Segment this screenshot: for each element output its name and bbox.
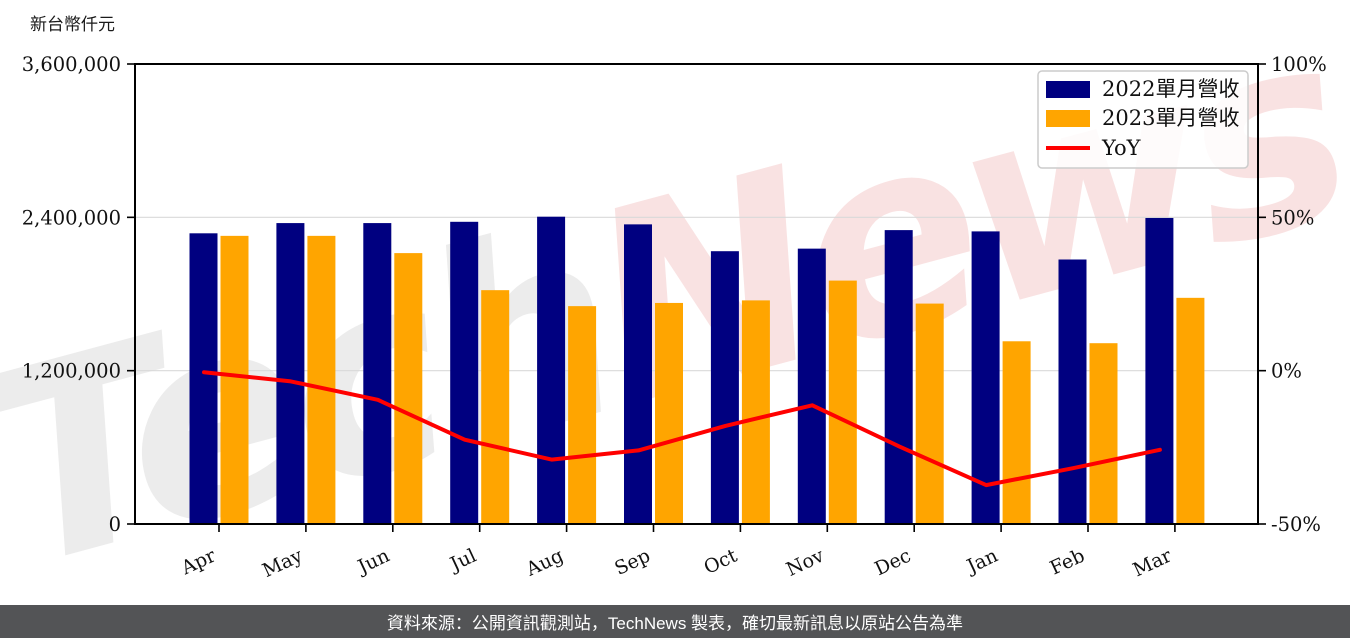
bar-2022單月營收-Jul <box>450 221 479 525</box>
right-axis-tick-label: 50% <box>1271 206 1314 229</box>
bar-2023單月營收-Sep <box>655 302 683 524</box>
bar-2022單月營收-Feb <box>1058 259 1087 524</box>
bar-2022單月營收-Aug <box>537 216 566 524</box>
plot-frame <box>134 63 1259 525</box>
bar-2022單月營收-Jun <box>363 223 392 525</box>
left-axis-tick-label: 0 <box>109 513 121 536</box>
left-axis-tick-label: 2,400,000 <box>22 206 121 229</box>
bar-2023單月營收-Mar <box>1176 297 1205 524</box>
footer-source-text: 資料來源：公開資訊觀測站，TechNews 製表，確切最新訊息以原站公告為準 <box>386 614 964 633</box>
x-tick-label-Feb: Feb <box>1047 545 1089 580</box>
bar-2022單月營收-Sep <box>624 224 652 524</box>
left-axis-tick-label: 1,200,000 <box>22 360 121 383</box>
chart-plot-area: 0 1,200,000 2,400,000 3,600,000 -50% 0% 50% 100… <box>22 53 1327 582</box>
legend-swatch-2022單月營收 <box>1046 81 1090 98</box>
right-axis-tick-label: -50% <box>1271 513 1321 536</box>
bar-2022單月營收-Oct <box>710 251 739 524</box>
left-axis-unit-label: 新台幣仟元 <box>30 15 115 35</box>
bar-2023單月營收-Jan <box>1002 341 1031 524</box>
bar-2022單月營收-Mar <box>1145 217 1174 524</box>
yoy-line <box>202 370 1162 488</box>
x-tick-label-Jun: Jun <box>353 545 393 579</box>
bar-2022單月營收-Nov <box>797 248 826 524</box>
x-tick-label-Jan: Jan <box>962 545 1001 579</box>
revenue-yoy-combo-chart: 新台幣仟元 0 1,200,000 2,400,000 3,600,000 -50% 0%… <box>22 15 1327 582</box>
bar-2023單月營收-Nov <box>828 280 857 524</box>
x-tick-label-Dec: Dec <box>871 545 914 581</box>
left-axis-tick-label: 3,600,000 <box>22 53 121 76</box>
bar-2023單月營收-Oct <box>741 300 770 524</box>
bar-2022單月營收-Apr <box>189 233 218 525</box>
x-tick-label-Aug: Aug <box>522 545 567 581</box>
bar-2022單月營收-Dec <box>884 230 913 524</box>
bar-2023單月營收-Feb <box>1089 343 1118 524</box>
right-axis-tick-label: 100% <box>1271 53 1327 76</box>
legend-swatch-2023單月營收 <box>1046 110 1090 127</box>
x-tick-label-May: May <box>259 544 306 582</box>
bar-2023單月營收-Jun <box>394 253 423 524</box>
bar-2023單月營收-Apr <box>220 235 249 524</box>
footer-source-bar: 資料來源：公開資訊觀測站，TechNews 製表，確切最新訊息以原站公告為準 <box>0 605 1350 638</box>
right-axis-tick-label: 0% <box>1271 360 1302 383</box>
bar-2023單月營收-May <box>307 235 336 524</box>
legend-label-2022單月營收: 2022單月營收 <box>1102 77 1239 101</box>
legend-label-yoy: YoY <box>1101 136 1142 160</box>
x-tick-label-Mar: Mar <box>1130 544 1176 581</box>
bar-2023單月營收-Dec <box>915 303 944 524</box>
bar-2022單月營收-May <box>276 223 305 525</box>
bar-2022單月營收-Jan <box>971 231 1000 524</box>
legend-box <box>1037 70 1249 169</box>
x-tick-label-Apr: Apr <box>177 544 220 580</box>
bar-2023單月營收-Jul <box>481 290 510 524</box>
x-tick-label-Sep: Sep <box>611 545 653 580</box>
bar-2023單月營收-Aug <box>568 306 597 524</box>
legend-label-2023單月營收: 2023單月營收 <box>1102 106 1239 130</box>
x-tick-label-Jul: Jul <box>445 545 480 577</box>
x-tick-label-Oct: Oct <box>701 544 741 578</box>
x-tick-label-Nov: Nov <box>783 544 828 580</box>
